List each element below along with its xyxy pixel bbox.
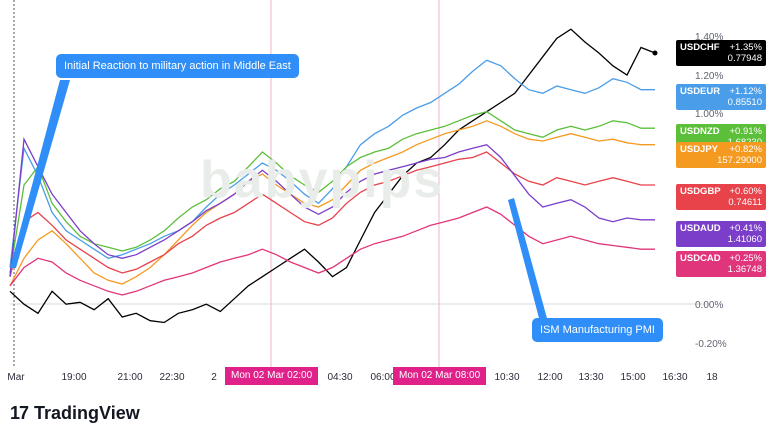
series-line-usdnzd [9, 110, 655, 274]
tag-symbol: USDEUR [680, 86, 721, 97]
tag-price: 0.77948 [727, 53, 762, 64]
tag-change: +1.35% [729, 42, 763, 53]
y-tick-label: 1.40% [695, 32, 723, 43]
tag-change: +0.60% [729, 186, 763, 197]
series-line-usdcad [9, 206, 655, 296]
tag-symbol: USDGBP [680, 186, 721, 197]
tradingview-brand[interactable]: 17 TradingView [10, 403, 140, 424]
x-tick-label: 04:30 [327, 372, 352, 383]
arrow-ism-pmi [508, 198, 548, 322]
price-tag-usdgbp: USDGBP +0.60% 0.74611 [676, 184, 766, 210]
tag-price: 157.29000 [717, 155, 762, 166]
callout-middle-east: Initial Reaction to military action in M… [56, 54, 299, 78]
y-tick-label: 1.20% [695, 71, 723, 82]
x-tick-label: Mar [7, 372, 25, 383]
series-line-usdeur [9, 59, 655, 268]
x-highlight-0800: Mon 02 Mar 08:00 [393, 367, 487, 385]
x-tick-label: 19:00 [61, 372, 86, 383]
series-line-usdchf [9, 28, 656, 324]
x-tick-label: 13:30 [578, 372, 603, 383]
y-tick-label: -0.20% [695, 339, 727, 350]
tag-price: 1.41060 [727, 234, 762, 245]
brand-name: TradingView [34, 403, 140, 423]
y-axis: 1.40% 1.20% 1.00% 0.00% -0.20% [695, 32, 727, 350]
tag-symbol: USDCHF [680, 42, 720, 53]
x-highlight-0200: Mon 02 Mar 02:00 [225, 367, 319, 385]
series-line-usdaud [9, 136, 655, 277]
tag-change: +0.41% [729, 223, 763, 234]
price-tag-usdjpy: USDJPY +0.82% 157.29000 [676, 142, 766, 168]
tag-change: +0.91% [729, 126, 763, 137]
tag-price: 1.36748 [727, 264, 762, 275]
tradingview-logo-icon: 17 [10, 403, 29, 423]
series-line-usdjpy [9, 120, 655, 287]
price-tag-usdeur: USDEUR +1.12% 0.85510 [676, 84, 766, 110]
x-tick-label: 18 [706, 372, 718, 383]
tag-symbol: USDNZD [680, 126, 720, 137]
tag-symbol: USDAUD [680, 223, 721, 234]
x-axis: Mar 19:00 21:00 22:30 2 04:30 06:00 10:30 12:00 1… [7, 372, 718, 383]
series-layer [9, 28, 658, 324]
x-tick-label: 2 [211, 372, 217, 383]
watermark: babypips [200, 151, 445, 209]
x-tick-label: 21:00 [117, 372, 142, 383]
y-tick-label: 0.00% [695, 300, 723, 311]
x-tick-label: 16:30 [662, 372, 687, 383]
x-tick-label: 22:30 [159, 372, 184, 383]
tag-price: 0.74611 [728, 197, 762, 208]
tag-price: 0.85510 [727, 97, 762, 108]
series-end-dot [652, 50, 658, 56]
tag-symbol: USDJPY [680, 144, 719, 155]
tag-change: +0.25% [729, 253, 763, 264]
tag-symbol: USDCAD [680, 253, 721, 264]
price-tag-usdcad: USDCAD +0.25% 1.36748 [676, 251, 766, 277]
tag-change: +1.12% [729, 86, 763, 97]
price-tag-usdaud: USDAUD +0.41% 1.41060 [676, 221, 766, 247]
series-line-usdgbp [9, 151, 655, 277]
x-tick-label: 06:00 [370, 372, 395, 383]
x-tick-label: 10:30 [494, 372, 519, 383]
x-tick-label: 12:00 [537, 372, 562, 383]
callout-ism-pmi: ISM Manufacturing PMI [532, 318, 663, 342]
arrow-middle-east [10, 80, 70, 268]
y-tick-label: 1.00% [695, 109, 723, 120]
tag-change: +0.82% [729, 144, 763, 155]
price-tag-usdchf: USDCHF +1.35% 0.77948 [676, 40, 766, 66]
x-tick-label: 15:00 [620, 372, 645, 383]
